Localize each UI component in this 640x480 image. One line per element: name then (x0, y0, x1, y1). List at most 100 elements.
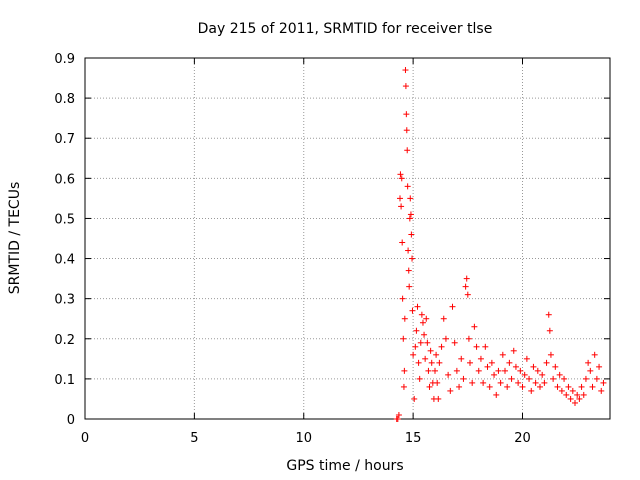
y-tick-label: 0.1 (54, 373, 75, 388)
data-point (482, 343, 489, 350)
data-point (550, 375, 557, 382)
data-point (543, 359, 550, 366)
data-point (399, 239, 406, 246)
data-point (412, 343, 419, 350)
plot-frame (84, 57, 611, 420)
data-point (426, 383, 433, 390)
data-point (440, 315, 447, 322)
data-point (422, 355, 429, 362)
y-tick-label: 0.2 (54, 333, 75, 348)
data-point (499, 351, 506, 358)
data-point (510, 347, 517, 354)
data-point (405, 267, 412, 274)
data-point (410, 351, 417, 358)
data-point (567, 395, 574, 402)
data-point (404, 183, 411, 190)
data-point (395, 411, 402, 418)
data-point (528, 387, 535, 394)
data-point (517, 367, 524, 374)
data-point (521, 371, 528, 378)
data-point (436, 359, 443, 366)
data-point (402, 67, 409, 74)
data-point (580, 391, 587, 398)
data-point (397, 195, 403, 202)
data-point (552, 363, 559, 370)
data-point (582, 375, 589, 382)
data-point (447, 387, 454, 394)
data-point (519, 383, 526, 390)
data-point (495, 367, 502, 374)
data-point (401, 315, 408, 322)
data-point (539, 371, 546, 378)
data-point (449, 303, 456, 310)
data-point (404, 147, 411, 154)
x-tick-label: 0 (81, 431, 89, 446)
data-points (393, 67, 607, 422)
data-point (589, 383, 596, 390)
data-point (400, 383, 407, 390)
data-point (406, 283, 413, 290)
data-point (453, 367, 460, 374)
data-point (405, 247, 412, 254)
data-point (576, 395, 583, 402)
data-point (572, 399, 578, 406)
data-point (408, 231, 415, 238)
data-point (600, 379, 607, 386)
data-point (563, 391, 570, 398)
data-point (565, 383, 572, 390)
x-axis-ticks: 0 5 10 15 20 (81, 58, 531, 446)
data-point (506, 359, 513, 366)
data-point (561, 375, 568, 382)
data-point (569, 387, 576, 394)
data-point (578, 383, 585, 390)
data-point (414, 303, 421, 310)
data-point (537, 383, 543, 390)
data-point (512, 363, 519, 370)
y-tick-label: 0.8 (54, 92, 75, 107)
data-point (451, 339, 458, 346)
y-tick-label: 0.7 (54, 132, 75, 147)
data-point (530, 363, 537, 370)
data-point (403, 111, 410, 118)
data-point (402, 83, 409, 90)
data-point (545, 311, 552, 318)
data-point (587, 367, 594, 374)
data-point (442, 335, 449, 342)
chart-title: Day 215 of 2011, SRMTID for receiver tls… (198, 21, 493, 37)
data-point (438, 343, 445, 350)
y-tick-label: 0 (67, 413, 75, 428)
data-point (475, 367, 482, 374)
data-point (415, 359, 422, 366)
data-point (473, 343, 480, 350)
x-tick-label: 15 (405, 431, 422, 446)
data-point (425, 367, 432, 374)
y-tick-label: 0.6 (54, 172, 75, 187)
data-point (417, 339, 424, 346)
data-point (497, 379, 504, 386)
y-tick-label: 0.5 (54, 212, 75, 227)
y-tick-label: 0.3 (54, 293, 75, 308)
data-point (413, 327, 420, 334)
data-point (532, 379, 539, 386)
data-point (491, 371, 498, 378)
data-point (421, 331, 428, 338)
data-point (534, 367, 541, 374)
data-point (418, 311, 425, 318)
data-point (486, 383, 493, 390)
data-point (484, 363, 491, 370)
data-point (403, 127, 410, 134)
data-point (416, 375, 423, 382)
data-point (526, 375, 533, 382)
data-point (523, 355, 530, 362)
data-point (407, 195, 414, 202)
data-point (502, 367, 508, 374)
data-point (541, 379, 548, 386)
data-point (397, 171, 404, 178)
data-point (585, 359, 592, 366)
x-tick-label: 10 (295, 431, 312, 446)
data-point (458, 355, 465, 362)
data-point (398, 203, 405, 210)
data-point (445, 371, 452, 378)
data-point (593, 375, 600, 382)
